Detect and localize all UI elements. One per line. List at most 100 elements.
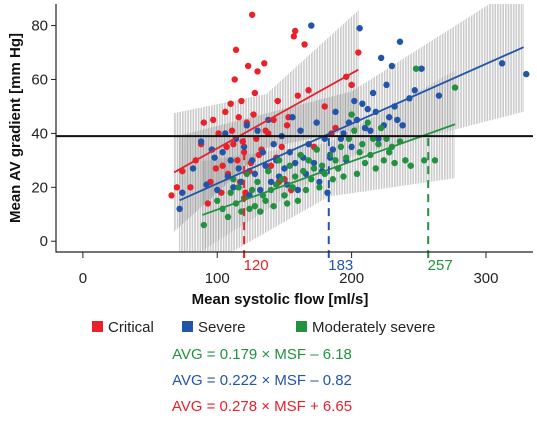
data-point bbox=[391, 159, 398, 167]
data-point bbox=[212, 165, 220, 172]
legend: Critical Severe Moderately severe bbox=[92, 319, 435, 336]
data-point bbox=[316, 178, 323, 186]
data-point bbox=[222, 108, 229, 116]
data-point bbox=[235, 165, 242, 172]
data-point bbox=[305, 87, 312, 94]
equation-label: AVG = 0.179 × MSF – 6.18 bbox=[172, 346, 352, 363]
data-point bbox=[313, 119, 320, 126]
data-point bbox=[273, 181, 280, 188]
x-tick-label: 200 bbox=[339, 270, 364, 287]
data-point bbox=[343, 154, 350, 161]
data-point bbox=[356, 149, 363, 156]
data-point bbox=[211, 154, 218, 161]
data-point bbox=[286, 162, 293, 169]
data-point bbox=[431, 157, 439, 164]
data-point bbox=[291, 173, 299, 180]
data-point bbox=[294, 92, 302, 99]
data-point bbox=[337, 135, 345, 142]
data-point bbox=[248, 186, 256, 194]
data-point bbox=[420, 157, 428, 164]
data-point bbox=[210, 116, 217, 124]
data-point bbox=[302, 186, 310, 194]
data-point bbox=[372, 165, 379, 172]
data-point bbox=[230, 184, 237, 191]
data-point bbox=[189, 165, 197, 172]
data-point bbox=[274, 97, 281, 105]
data-point bbox=[222, 130, 229, 137]
crossing-label: 120 bbox=[244, 257, 269, 274]
data-point bbox=[329, 146, 336, 153]
data-point bbox=[265, 130, 272, 137]
data-point bbox=[301, 41, 308, 48]
data-point bbox=[278, 143, 285, 151]
data-point bbox=[294, 197, 302, 204]
data-point bbox=[238, 178, 245, 186]
data-point bbox=[399, 122, 406, 129]
x-tick-label: 0 bbox=[79, 270, 87, 287]
data-point bbox=[179, 189, 186, 196]
data-point bbox=[246, 205, 253, 213]
data-point bbox=[227, 189, 234, 196]
data-point bbox=[418, 65, 425, 72]
x-tick-label: 100 bbox=[205, 270, 230, 287]
data-point bbox=[353, 170, 361, 178]
data-point bbox=[340, 130, 347, 137]
data-point bbox=[254, 127, 261, 134]
data-point bbox=[369, 89, 377, 97]
data-point bbox=[238, 208, 245, 215]
data-point bbox=[321, 103, 328, 110]
data-point bbox=[351, 127, 358, 134]
data-point bbox=[224, 213, 232, 221]
data-point bbox=[340, 173, 347, 180]
data-point bbox=[232, 46, 240, 54]
data-point bbox=[253, 135, 260, 142]
legend-swatch bbox=[92, 321, 103, 332]
y-tick-label: 60 bbox=[31, 71, 48, 88]
data-point bbox=[278, 176, 285, 183]
data-point bbox=[214, 186, 221, 194]
data-point bbox=[231, 76, 238, 83]
data-point bbox=[411, 87, 418, 94]
data-point bbox=[300, 167, 307, 175]
data-point bbox=[451, 84, 459, 91]
data-point bbox=[329, 176, 336, 183]
data-point bbox=[283, 200, 291, 207]
data-point bbox=[364, 119, 371, 126]
data-point bbox=[257, 186, 264, 194]
data-point bbox=[235, 184, 242, 191]
data-point bbox=[375, 140, 382, 148]
legend-label: Severe bbox=[198, 319, 246, 336]
data-point bbox=[386, 114, 393, 121]
data-point bbox=[297, 151, 304, 159]
y-tick-label: 0 bbox=[40, 233, 48, 250]
equation-label: AVG = 0.222 × MSF – 0.82 bbox=[172, 372, 352, 389]
data-point bbox=[383, 81, 390, 89]
data-point bbox=[377, 124, 385, 132]
data-point bbox=[267, 162, 275, 169]
data-point bbox=[251, 170, 259, 178]
data-point bbox=[383, 135, 390, 142]
data-point bbox=[204, 200, 212, 207]
data-point bbox=[168, 192, 175, 199]
data-point bbox=[265, 167, 272, 175]
data-point bbox=[257, 208, 264, 215]
data-point bbox=[294, 186, 302, 194]
data-point bbox=[348, 81, 355, 89]
equation-label: AVG = 0.278 × MSF + 6.65 bbox=[172, 398, 352, 415]
data-point bbox=[197, 138, 205, 145]
data-point bbox=[203, 181, 210, 188]
data-point bbox=[337, 143, 345, 151]
data-point bbox=[200, 119, 208, 126]
data-point bbox=[244, 62, 252, 70]
y-tick-label: 40 bbox=[31, 125, 48, 142]
data-point bbox=[240, 143, 248, 151]
data-point bbox=[283, 122, 291, 129]
data-point bbox=[498, 60, 506, 67]
x-tick-label: 300 bbox=[473, 270, 498, 287]
data-point bbox=[308, 176, 315, 183]
data-point bbox=[348, 143, 355, 151]
data-point bbox=[254, 68, 261, 75]
data-point bbox=[281, 165, 288, 172]
data-point bbox=[238, 97, 245, 105]
data-point bbox=[187, 184, 194, 191]
